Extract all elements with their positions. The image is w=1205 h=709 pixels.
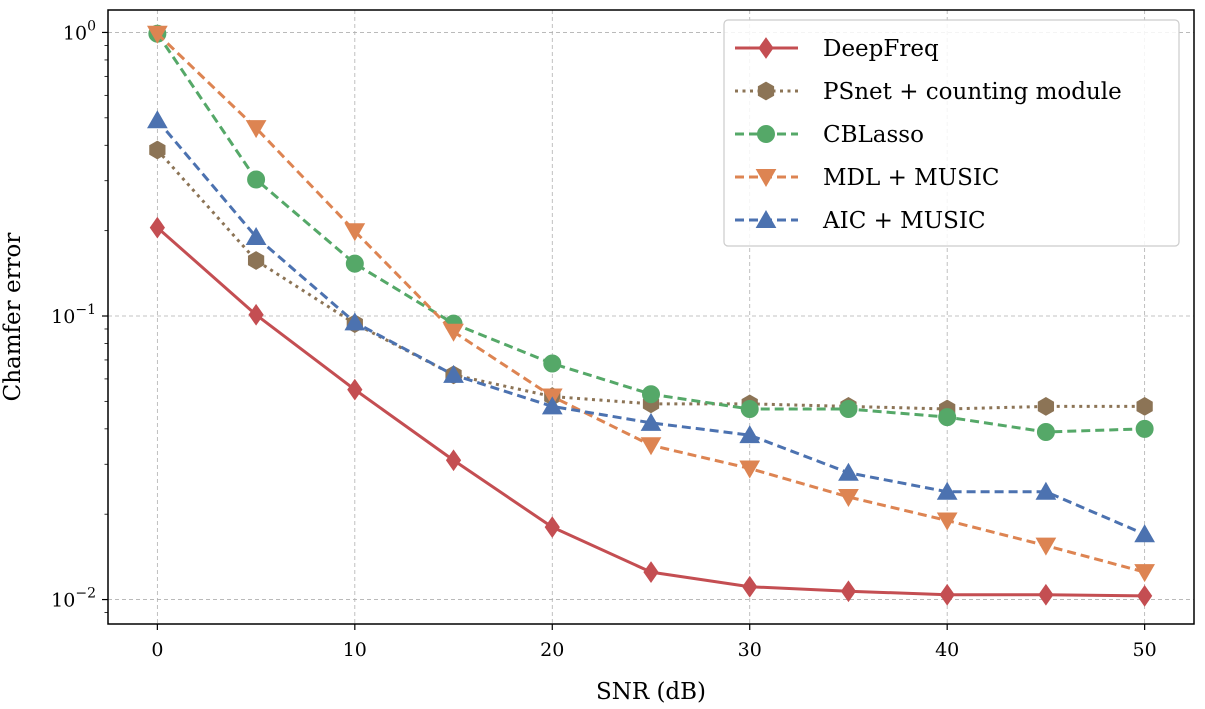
series-layer — [146, 24, 1156, 607]
x-tick-label: 50 — [1133, 639, 1157, 661]
data-point — [146, 25, 168, 44]
data-point — [640, 437, 662, 456]
legend-marker — [755, 169, 777, 188]
y-tick-label: 10−2 — [51, 586, 96, 612]
x-tick-label: 10 — [343, 639, 367, 661]
data-point — [840, 580, 857, 603]
legend-box — [723, 19, 1180, 247]
y-tick-base: 10 — [51, 306, 75, 328]
series-mdl-music — [146, 25, 1156, 583]
data-point — [742, 575, 758, 598]
data-point — [345, 254, 364, 273]
y-tick-base: 10 — [51, 590, 75, 612]
legend-label: DeepFreq — [823, 36, 939, 62]
data-point — [938, 408, 957, 427]
data-point — [1035, 537, 1057, 556]
data-point — [443, 364, 464, 383]
legend-item: MDL + MUSIC — [735, 165, 1000, 191]
legend-label: MDL + MUSIC — [823, 165, 1000, 191]
data-point — [740, 399, 759, 418]
series-line — [156, 148, 1145, 411]
data-point — [838, 462, 859, 481]
legend-label: PSnet + counting module — [823, 79, 1122, 105]
data-point — [149, 216, 165, 239]
data-point — [149, 140, 166, 160]
data-point — [544, 516, 560, 539]
y-tick-label: 100 — [63, 18, 96, 44]
series-line — [156, 119, 1146, 536]
data-point — [1035, 481, 1057, 500]
data-point — [347, 378, 363, 401]
data-point — [1135, 419, 1154, 438]
data-point — [541, 396, 563, 415]
x-tick-label: 0 — [151, 639, 163, 661]
data-point — [245, 226, 267, 245]
x-tick-label: 20 — [540, 639, 564, 661]
y-tick-base: 10 — [63, 22, 87, 44]
data-point — [1134, 524, 1156, 543]
data-point — [146, 110, 168, 129]
plot-frame — [107, 9, 1195, 625]
legend-item: AIC + MUSIC — [735, 208, 986, 234]
legend-item: DeepFreq — [735, 36, 939, 62]
series-aic-music — [146, 110, 1156, 543]
x-axis: 0 10 20 30 40 50 — [151, 624, 1157, 661]
x-axis-label: SNR (dB) — [596, 679, 706, 705]
legend-label: AIC + MUSIC — [822, 208, 986, 234]
y-tick-exponent: −2 — [75, 586, 96, 602]
y-axis-label: Chamfer error — [0, 233, 26, 402]
data-point — [640, 412, 662, 431]
data-point — [839, 399, 858, 418]
data-point — [247, 170, 266, 189]
legend: DeepFreq PSnet + counting module CBLasso MD… — [723, 19, 1180, 247]
data-point — [739, 425, 761, 444]
data-point — [1037, 397, 1055, 416]
data-point — [344, 223, 366, 242]
data-point — [936, 481, 958, 500]
legend-label: CBLasso — [823, 122, 924, 148]
data-point — [1036, 422, 1055, 441]
data-point — [1038, 583, 1054, 606]
x-tick-label: 30 — [738, 639, 762, 661]
data-point — [939, 583, 955, 606]
legend-marker — [757, 125, 775, 143]
data-point — [643, 561, 659, 583]
y-tick-label: 10−1 — [51, 302, 96, 328]
data-point — [248, 303, 264, 326]
data-point — [543, 354, 562, 373]
data-point — [443, 323, 464, 342]
data-point — [1137, 585, 1153, 607]
legend-item: CBLasso — [735, 122, 924, 148]
y-tick-exponent: −1 — [75, 302, 96, 318]
y-tick-exponent: 0 — [87, 18, 96, 34]
x-tick-label: 40 — [935, 639, 959, 661]
data-point — [245, 120, 267, 139]
data-point — [344, 312, 366, 331]
data-point — [739, 460, 761, 479]
legend-marker — [757, 81, 775, 101]
data-point — [445, 449, 462, 472]
data-point — [1134, 564, 1156, 583]
legend-item: PSnet + counting module — [735, 79, 1122, 105]
legend-marker — [758, 37, 774, 59]
data-point — [1136, 397, 1153, 416]
series-deepfreq — [149, 216, 1153, 607]
data-point — [936, 512, 958, 531]
data-point — [247, 251, 265, 270]
data-point — [838, 488, 859, 507]
legend-marker — [755, 209, 777, 228]
data-point — [642, 385, 660, 404]
